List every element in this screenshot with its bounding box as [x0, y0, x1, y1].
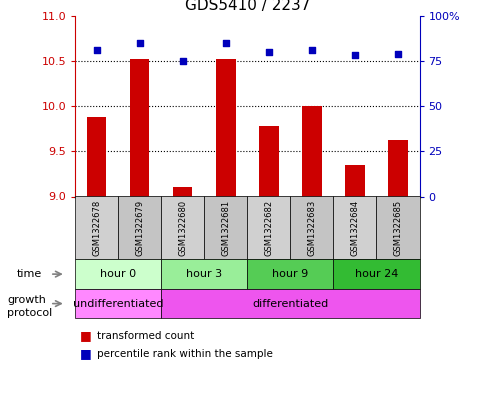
- Point: [136, 40, 143, 46]
- Bar: [258, 126, 278, 196]
- Text: GSM1322679: GSM1322679: [135, 200, 144, 256]
- Bar: [290, 196, 333, 259]
- Bar: [345, 165, 364, 196]
- Text: ■: ■: [80, 329, 91, 343]
- Point: [222, 40, 229, 46]
- Bar: [216, 59, 235, 196]
- Bar: [161, 289, 419, 318]
- Title: GDS5410 / 2237: GDS5410 / 2237: [184, 0, 309, 13]
- Bar: [118, 196, 161, 259]
- Text: GSM1322683: GSM1322683: [307, 200, 316, 256]
- Bar: [161, 196, 204, 259]
- Text: hour 3: hour 3: [186, 269, 222, 279]
- Bar: [376, 196, 419, 259]
- Point: [264, 49, 272, 55]
- Bar: [87, 117, 106, 196]
- Text: GSM1322685: GSM1322685: [393, 200, 402, 256]
- Text: hour 0: hour 0: [100, 269, 136, 279]
- Bar: [247, 259, 333, 289]
- Text: percentile rank within the sample: percentile rank within the sample: [97, 349, 272, 359]
- Bar: [173, 187, 192, 196]
- Bar: [247, 196, 290, 259]
- Bar: [333, 196, 376, 259]
- Point: [92, 47, 100, 53]
- Bar: [333, 259, 419, 289]
- Text: GSM1322681: GSM1322681: [221, 200, 230, 256]
- Text: hour 9: hour 9: [272, 269, 308, 279]
- Bar: [161, 259, 247, 289]
- Bar: [75, 196, 118, 259]
- Text: GSM1322682: GSM1322682: [264, 200, 273, 256]
- Bar: [302, 106, 321, 196]
- Point: [350, 52, 358, 59]
- Text: hour 24: hour 24: [354, 269, 397, 279]
- Text: GSM1322678: GSM1322678: [92, 200, 101, 256]
- Bar: [75, 259, 161, 289]
- Bar: [388, 140, 407, 196]
- Point: [179, 58, 186, 64]
- Text: differentiated: differentiated: [252, 299, 328, 309]
- Text: growth: growth: [7, 295, 46, 305]
- Text: time: time: [17, 269, 42, 279]
- Text: protocol: protocol: [7, 309, 52, 318]
- Text: GSM1322684: GSM1322684: [350, 200, 359, 256]
- Text: ■: ■: [80, 347, 91, 360]
- Bar: [130, 59, 149, 196]
- Point: [393, 51, 401, 57]
- Text: undifferentiated: undifferentiated: [73, 299, 163, 309]
- Text: transformed count: transformed count: [97, 331, 194, 341]
- Point: [307, 47, 315, 53]
- Text: GSM1322680: GSM1322680: [178, 200, 187, 256]
- Bar: [75, 289, 161, 318]
- Bar: [204, 196, 247, 259]
